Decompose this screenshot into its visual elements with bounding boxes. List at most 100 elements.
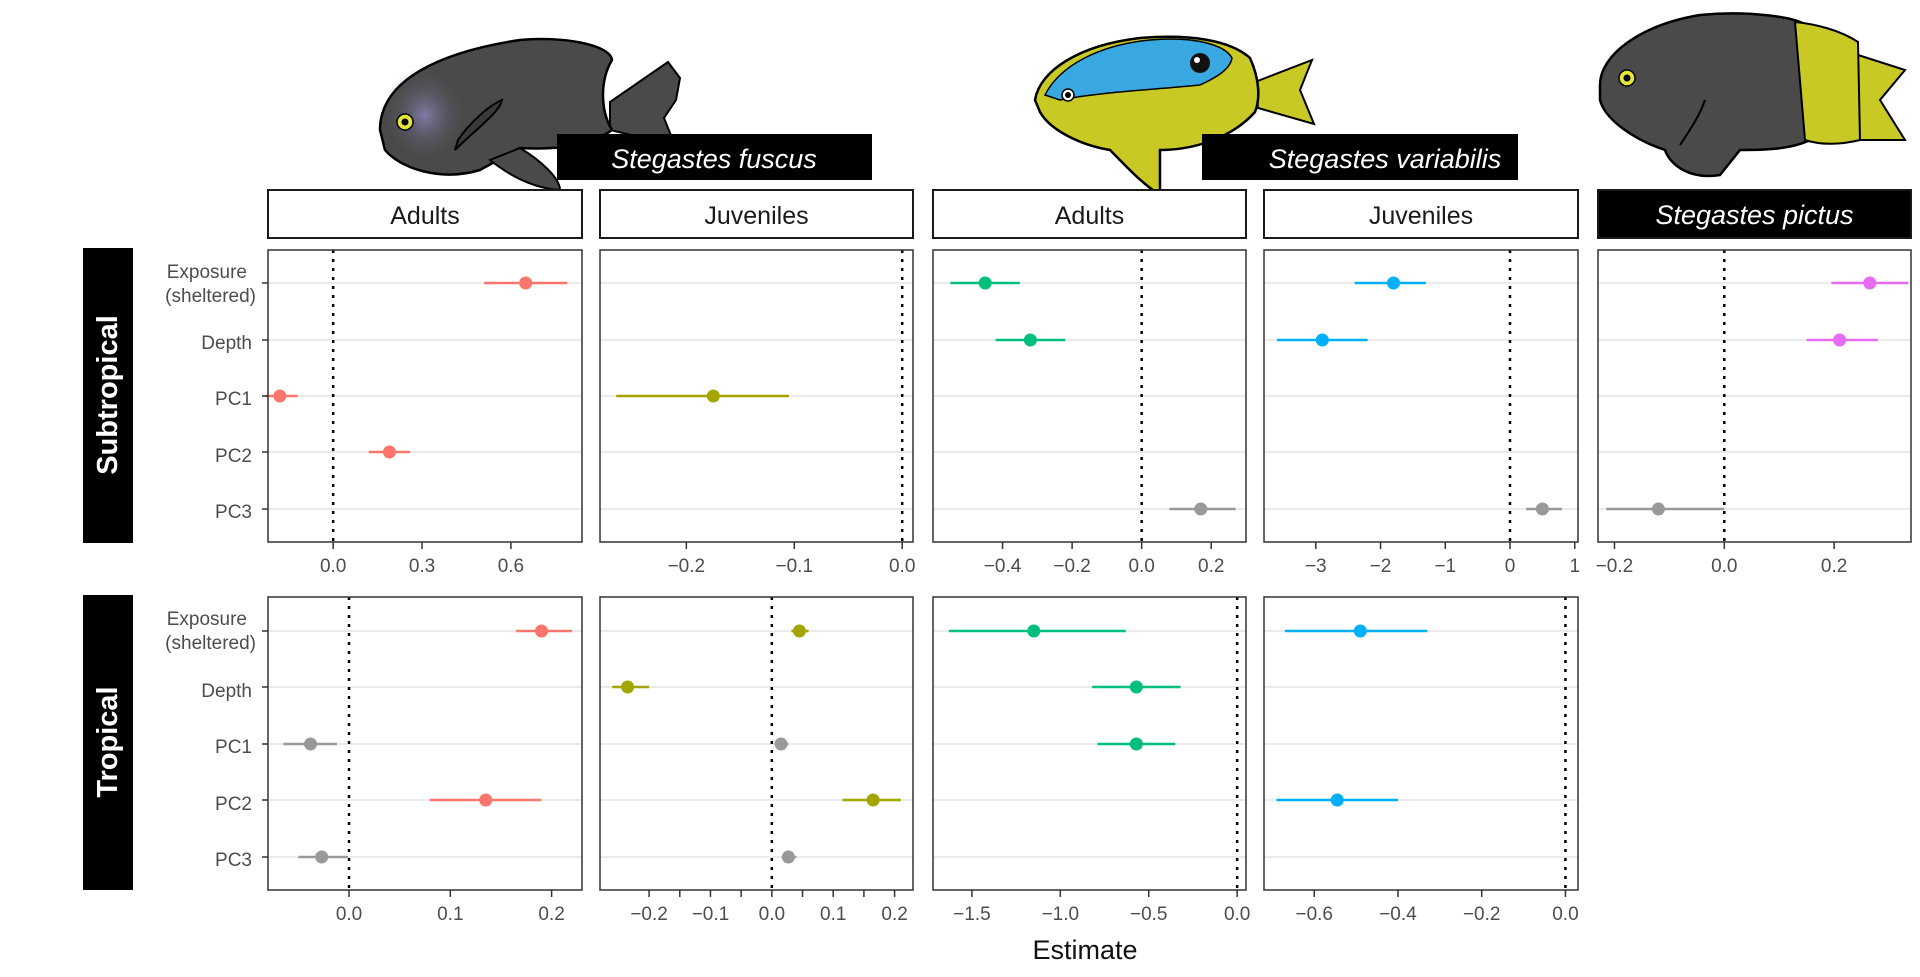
xtick-label: −1.5 — [953, 904, 991, 925]
xtick-label: 1 — [1569, 556, 1580, 577]
xtick-label: −3 — [1305, 556, 1327, 577]
xtick-label: 0.0 — [320, 556, 346, 577]
ytick-label-pc1: PC1 — [215, 389, 252, 410]
xtick-label: −0.1 — [692, 904, 730, 925]
panel-sub-fuscus-adults: Adults 0.0 0.3 0.6 — [262, 189, 583, 577]
estimate-point — [315, 850, 329, 864]
estimate-point — [273, 389, 287, 403]
strip-box — [1263, 189, 1579, 239]
panel-sub-variabilis-juveniles: Juveniles −3 −2 −1 0 1 — [1263, 189, 1580, 577]
estimate-point — [1833, 333, 1847, 347]
estimate-point — [1863, 276, 1877, 290]
estimate-point — [866, 793, 880, 807]
ytick-label-pc2: PC2 — [215, 794, 252, 815]
panel-border — [932, 249, 1247, 543]
y-axis-labels-subtropical: Exposure (sheltered) Depth PC1 PC2 PC3 — [165, 262, 256, 523]
panel-border — [599, 249, 914, 543]
panel-border — [932, 596, 1247, 891]
xtick-label: 0.2 — [538, 904, 564, 925]
xtick-label: 0.3 — [409, 556, 435, 577]
estimate-point — [1194, 502, 1208, 516]
estimate-point — [304, 737, 318, 751]
row-label-tropical: Tropical — [83, 595, 133, 890]
xtick-label: 0.2 — [1198, 556, 1224, 577]
xtick-label: 0.0 — [759, 904, 785, 925]
xtick-label: 0 — [1505, 556, 1516, 577]
panel-tro-variabilis-juveniles: −0.6 −0.4 −0.2 0.0 — [1263, 596, 1579, 925]
panel-border — [1263, 596, 1579, 891]
panel-tro-fuscus-juveniles: −0.2 −0.1 0.0 0.1 0.2 — [599, 596, 914, 925]
ytick-label-depth: Depth — [201, 333, 252, 354]
estimate-point — [621, 680, 635, 694]
xtick-label: 0.2 — [1821, 556, 1847, 577]
panel-tro-variabilis-adults: −1.5 −1.0 −0.5 0.0 — [932, 596, 1250, 925]
xtick-label: −2 — [1370, 556, 1392, 577]
strip-box — [1597, 189, 1912, 239]
variabilis-fish-illustration — [1033, 35, 1316, 198]
strip-label: Juveniles — [1369, 202, 1473, 230]
xtick-label: −0.4 — [1379, 904, 1417, 925]
strip-sub-fuscus-adults: Adults — [267, 189, 583, 239]
panel-sub-fuscus-juveniles: Juveniles −0.2 −0.1 0.0 — [599, 189, 915, 577]
xtick-label: −0.2 — [630, 904, 668, 925]
pictus-fish-illustration — [1598, 12, 1907, 178]
ytick-label-depth: Depth — [201, 681, 252, 702]
strip-sub-variabilis-adults: Adults — [932, 189, 1247, 239]
xtick-label: 0.1 — [437, 904, 463, 925]
xtick-label: −0.2 — [1053, 556, 1091, 577]
xtick-label: 0.0 — [1128, 556, 1154, 577]
estimate-point — [1386, 276, 1400, 290]
estimate-point — [978, 276, 992, 290]
strip-label: Adults — [1055, 202, 1124, 230]
ytick-label-pc3: PC3 — [215, 502, 252, 523]
ytick-label-pc1: PC1 — [215, 737, 252, 758]
ytick-label-pc2: PC2 — [215, 446, 252, 467]
svg-text:Tropical: Tropical — [92, 686, 124, 797]
xtick-label: −0.2 — [1463, 904, 1501, 925]
strip-label: Stegastes pictus — [1655, 200, 1853, 230]
estimate-point — [1023, 333, 1037, 347]
xtick-label: 0.0 — [1224, 904, 1250, 925]
estimate-point — [479, 793, 493, 807]
species-label-fuscus: Stegastes fuscus — [557, 134, 872, 180]
estimate-point — [1535, 502, 1549, 516]
strip-box — [267, 189, 583, 239]
estimate-point — [1353, 624, 1367, 638]
panel-sub-pictus: Stegastes pictus −0.2 0.0 0.2 — [1596, 189, 1912, 577]
xtick-label: −0.2 — [668, 556, 706, 577]
estimate-point — [1129, 680, 1143, 694]
estimate-point — [774, 737, 788, 751]
estimate-point — [1330, 793, 1344, 807]
strip-sub-pictus: Stegastes pictus — [1597, 189, 1912, 239]
strip-box — [599, 189, 914, 239]
strip-label: Juveniles — [704, 202, 808, 230]
x-axis-title: Estimate — [1032, 935, 1137, 965]
xtick-label: 0.0 — [889, 556, 915, 577]
species-label-variabilis: Stegastes variabilis — [1202, 134, 1518, 180]
xtick-label: −1 — [1434, 556, 1456, 577]
xtick-label: −0.4 — [984, 556, 1022, 577]
strip-label: Adults — [390, 202, 459, 230]
xtick-label: −0.5 — [1130, 904, 1168, 925]
panel-border — [1597, 249, 1912, 543]
estimate-point — [1129, 737, 1143, 751]
strip-box — [932, 189, 1247, 239]
panel-tro-fuscus-adults: 0.0 0.1 0.2 — [262, 596, 583, 925]
svg-text:Stegastes variabilis: Stegastes variabilis — [1269, 144, 1502, 174]
row-label-subtropical: Subtropical — [83, 248, 133, 543]
svg-text:Stegastes fuscus: Stegastes fuscus — [611, 144, 817, 174]
estimate-point — [1651, 502, 1665, 516]
strip-sub-fuscus-juveniles: Juveniles — [599, 189, 914, 239]
ytick-label-exposure: Exposure (sheltered) — [165, 609, 256, 654]
xtick-label: −0.2 — [1596, 556, 1634, 577]
panel-border — [599, 596, 914, 891]
ytick-label-pc3: PC3 — [215, 850, 252, 871]
panel-border — [1263, 249, 1579, 543]
xtick-label: 0.6 — [498, 556, 524, 577]
ytick-label-exposure: Exposure (sheltered) — [165, 262, 256, 307]
estimate-point — [706, 389, 720, 403]
svg-text:Subtropical: Subtropical — [92, 315, 124, 475]
y-axis-labels-tropical: Exposure (sheltered) Depth PC1 PC2 PC3 — [165, 609, 256, 871]
